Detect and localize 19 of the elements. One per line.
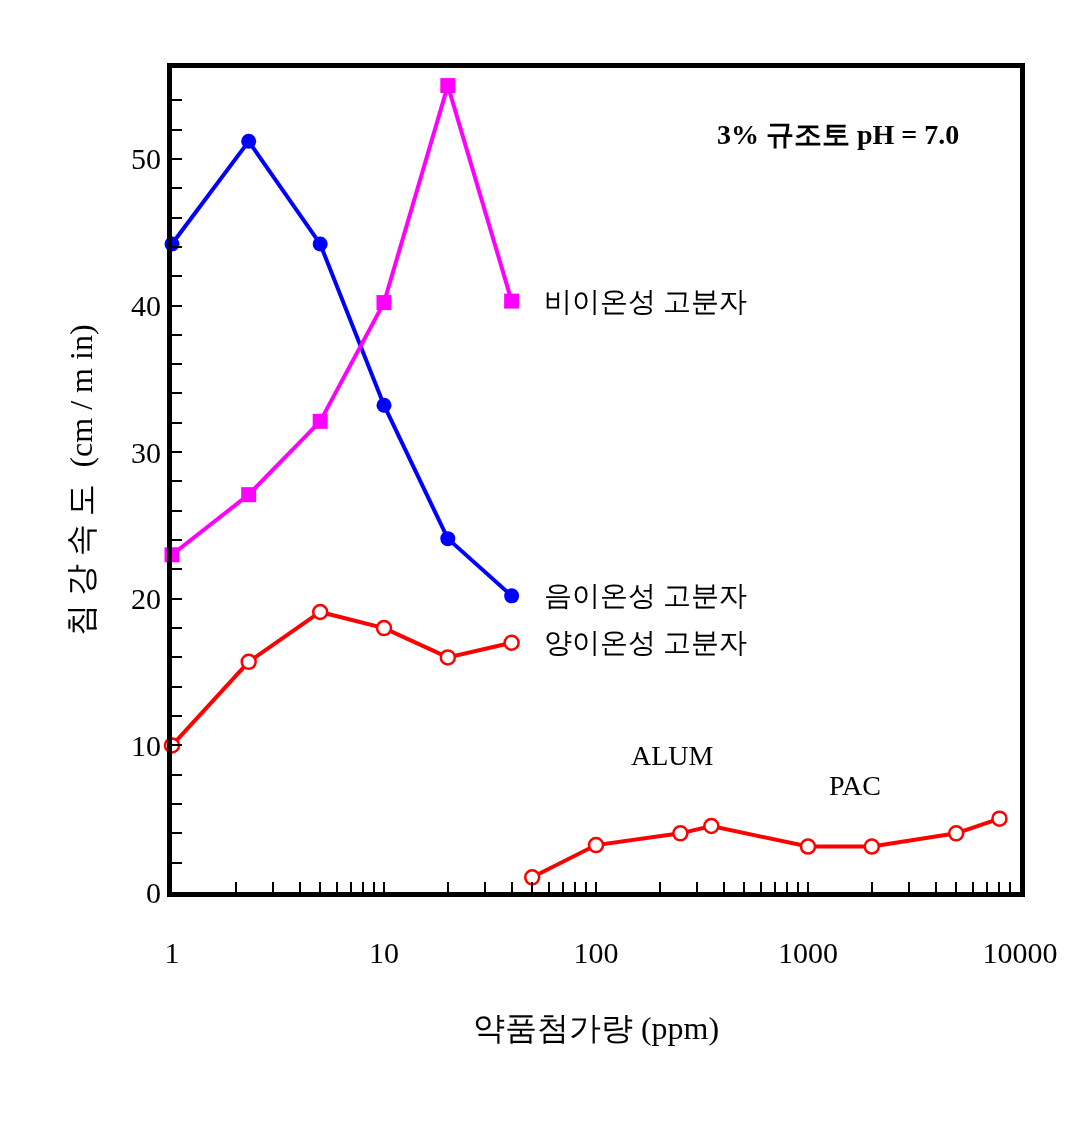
y-tick-label: 40 [131,289,161,323]
x-tick-label: 1000 [778,936,838,969]
y-tick-label: 10 [131,728,161,762]
x-tick-label: 100 [573,936,619,969]
x-tick-label: 10000 [982,936,1058,969]
annotation: PAC [829,770,881,801]
series-label: 음이온성 고분자 [544,580,747,611]
x-tick-label: 1 [164,936,180,969]
series-label: 양이온성 고분자 [544,627,747,658]
y-tick-label: 0 [146,875,161,909]
y-tick-label: 50 [131,142,161,176]
x-tick-label: 10 [369,936,399,969]
series-label: 비이온성 고분자 [544,286,747,317]
annotation: 3% 규조토 pH = 7.0 [717,119,960,150]
x-axis-title: 약품첨가량 (ppm) [472,1009,720,1046]
y-tick-label: 30 [131,435,161,469]
y-tick-label: 20 [131,582,161,616]
annotation: ALUM [631,740,714,771]
y-axis-title: 침 강 속 도 (cm / m in) [63,324,100,636]
